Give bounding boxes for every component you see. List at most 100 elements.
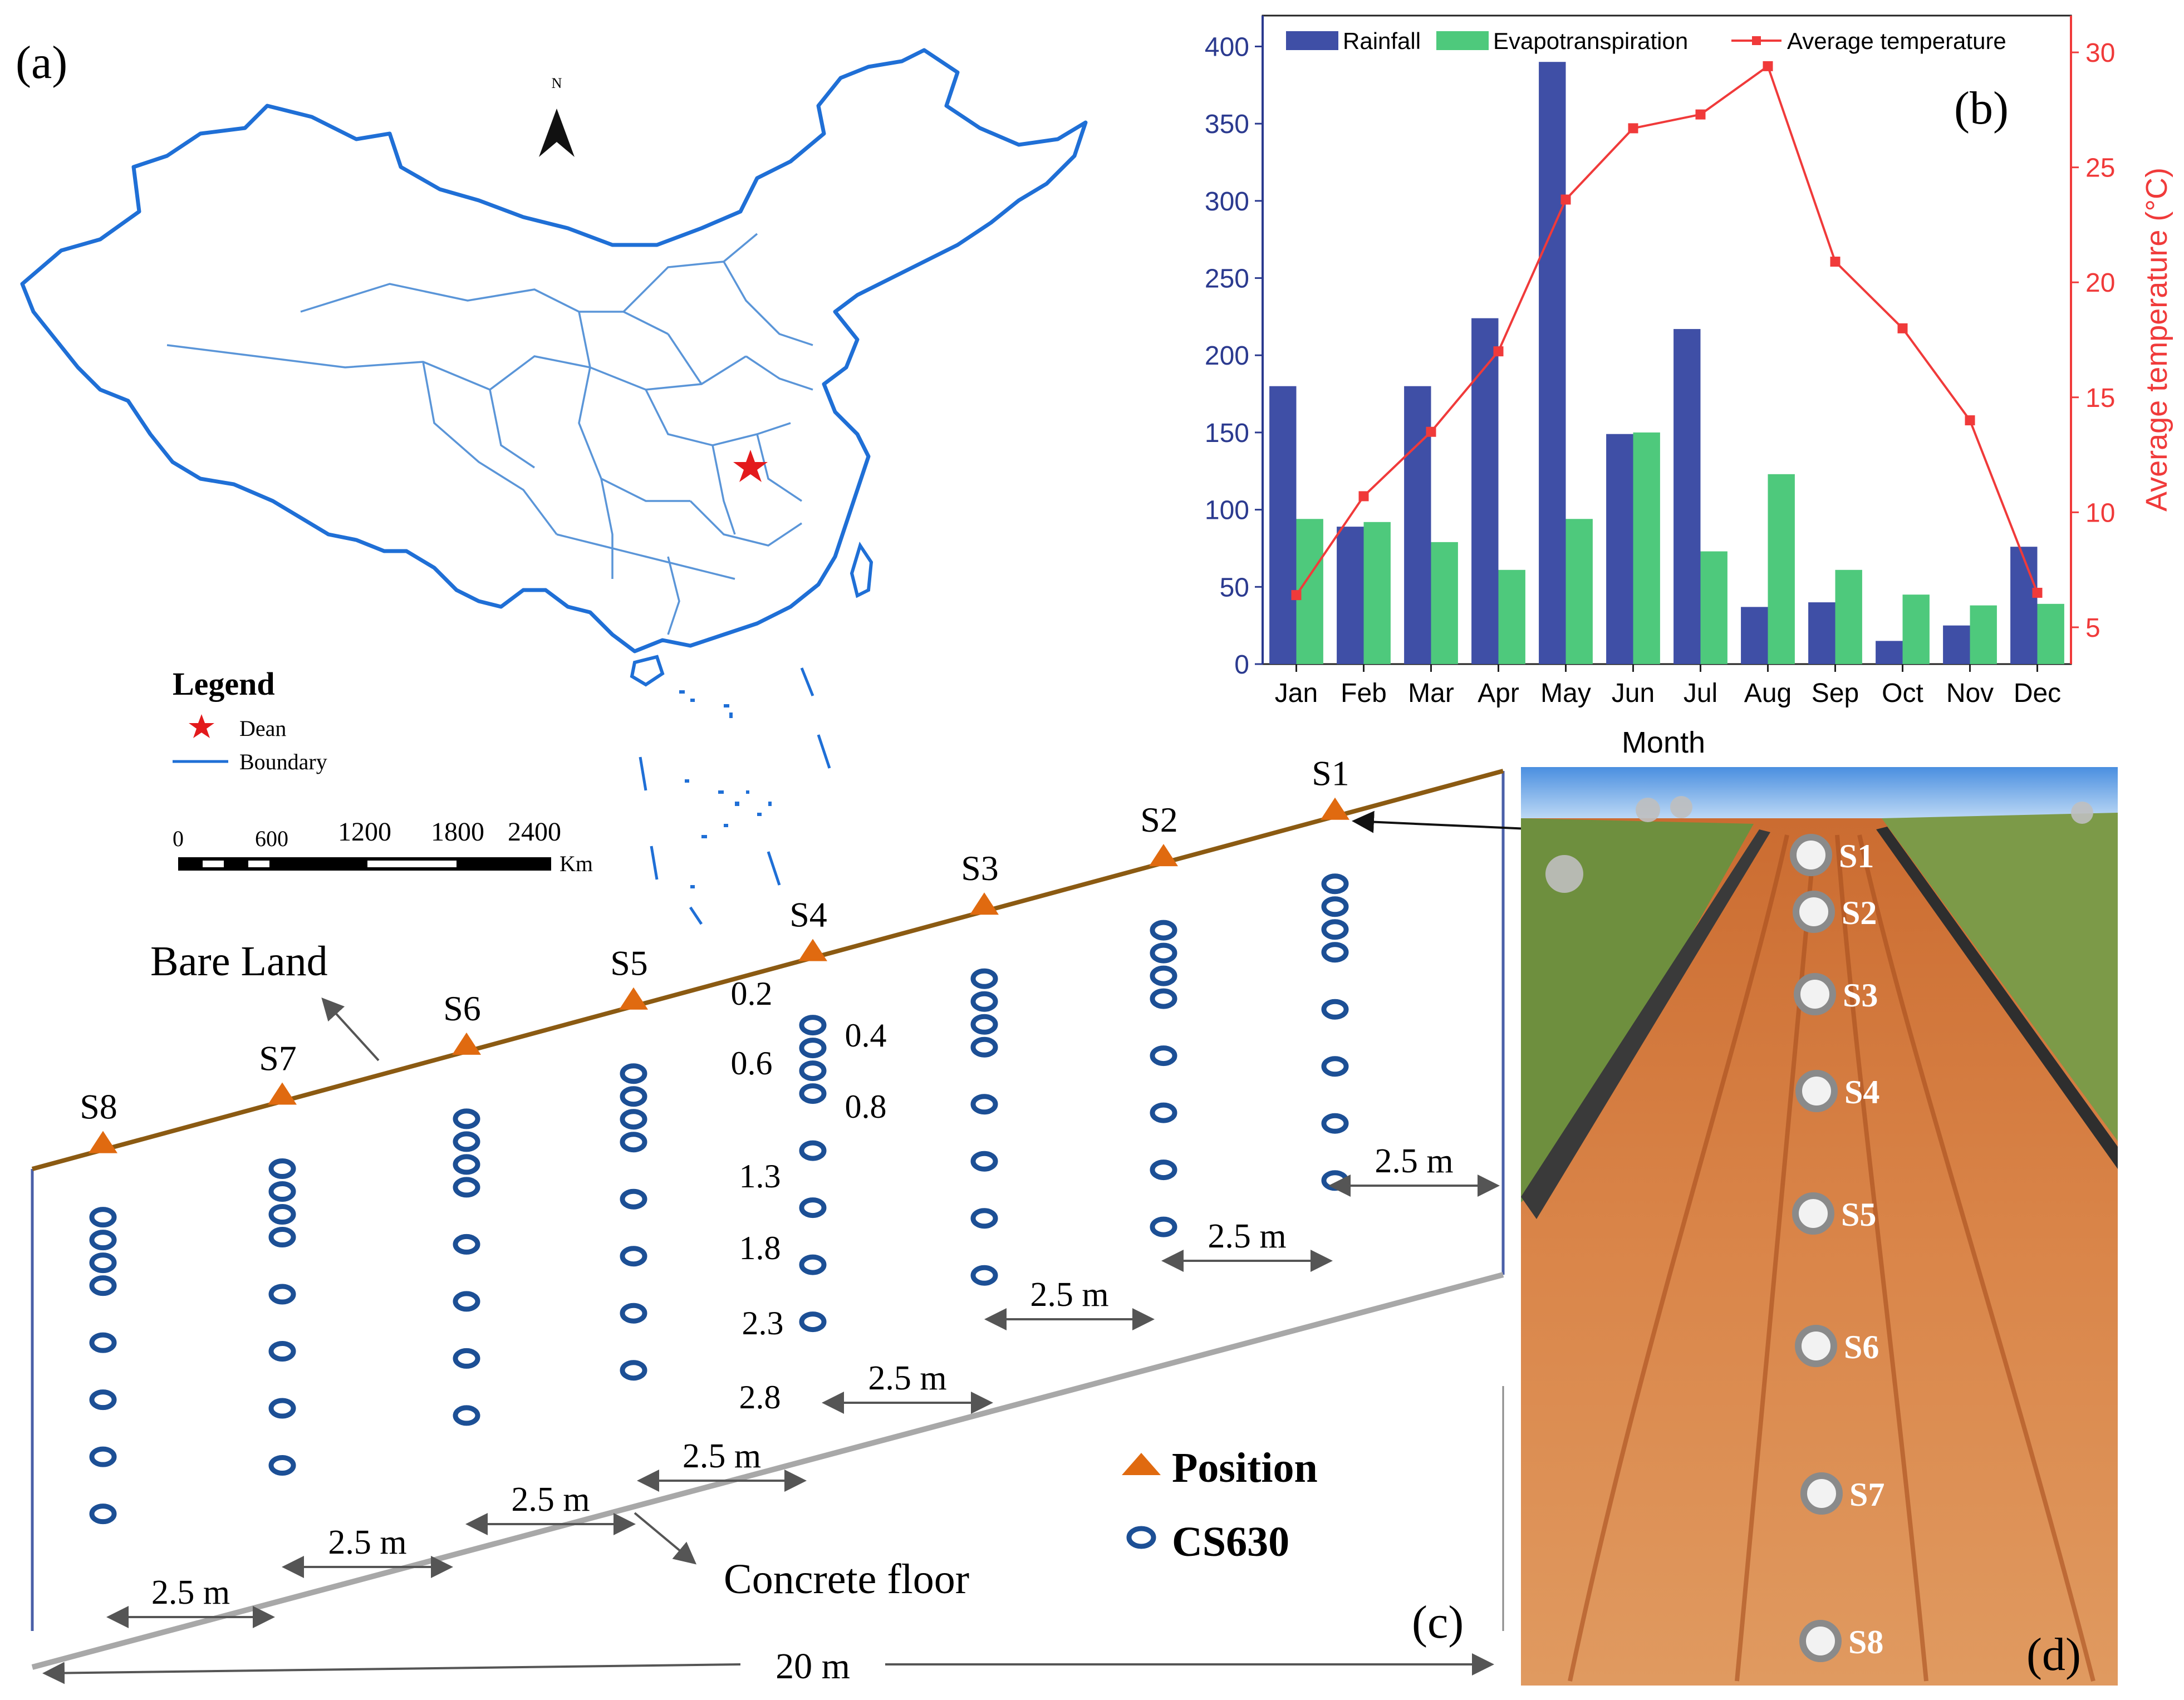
legend-evapotranspiration-label: Evapotranspiration [1493, 28, 1688, 54]
sensor-S3-2.3 [970, 1208, 998, 1229]
y-right-tick-label-20: 20 [2085, 268, 2115, 298]
bar-rainfall-Apr [1471, 318, 1499, 664]
north-label: N [552, 75, 562, 91]
bar-rainfall-Jan [1269, 386, 1297, 664]
scale-tick-2400: 2400 [508, 817, 561, 847]
photo-station-label-S3: S3 [1843, 977, 1878, 1014]
depth-label-1.3: 1.3 [739, 1158, 781, 1195]
total-length-arrow-left [42, 1662, 741, 1684]
depth-label-0.8: 0.8 [845, 1088, 887, 1125]
bar-rainfall-Sep [1808, 602, 1835, 664]
position-marker-S2 [1149, 844, 1178, 867]
photo-left-wall [1521, 829, 1770, 1219]
bar-evapotranspiration-Sep [1835, 569, 1862, 664]
sensor-S6-0.2 [453, 1108, 480, 1129]
sensor-S5-0.8 [620, 1132, 647, 1153]
sensor-S2-2.3 [1150, 1159, 1177, 1181]
panel-c-label: (c) [1412, 1596, 1464, 1648]
sensor-S2-0.2 [1150, 920, 1177, 941]
bare-land-label: Bare Land [150, 938, 328, 985]
depth-label-0.6: 0.6 [731, 1045, 773, 1082]
x-tick-label-Oct: Oct [1882, 679, 1923, 708]
sensor-S7-1.8 [268, 1340, 296, 1362]
sensor-S4-1.3 [799, 1140, 827, 1161]
sensor-S1-0.6 [1321, 919, 1349, 940]
photo-ventilators [1545, 796, 2093, 893]
sensor-S4-0.6 [799, 1060, 827, 1082]
photo-station-label-S8: S8 [1848, 1624, 1883, 1660]
sensor-S8-0.6 [89, 1252, 117, 1274]
x-tick-label-Nov: Nov [1946, 679, 1994, 708]
sensor-S6-1.8 [453, 1291, 480, 1312]
sensor-S6-0.8 [453, 1177, 480, 1198]
sensor-S3-2.8 [970, 1265, 998, 1286]
photo-grass-right [1882, 813, 2118, 1141]
spacing-label: 2.5 m [328, 1524, 406, 1561]
point-temperature-Sep [1830, 257, 1841, 267]
y-left-tick-label-300: 300 [1205, 187, 1249, 217]
sensor-S8-1.8 [89, 1389, 117, 1411]
x-tick-label-Feb: Feb [1341, 679, 1387, 708]
sensor-S8-0.2 [89, 1207, 117, 1228]
sensor-S5-1.3 [620, 1188, 647, 1210]
chart-ylabel-right: Average temperature (°C) [2140, 168, 2173, 512]
photo-sensor-marker-S4 [1795, 1070, 1838, 1112]
sensor-S5-0.4 [620, 1086, 647, 1107]
sensor-S6-2.3 [453, 1348, 480, 1369]
photo-sensor-marker-S5 [1792, 1192, 1834, 1235]
spacing-label: 2.5 m [1030, 1276, 1108, 1314]
legend-sensor-icon [1126, 1526, 1156, 1549]
north-arrow-icon [539, 109, 575, 157]
legend-position-icon [1122, 1453, 1161, 1475]
sensor-S1-0.8 [1321, 942, 1349, 963]
concrete-floor-line [31, 1272, 1504, 1670]
sensor-S7-0.8 [268, 1226, 296, 1247]
x-tick-label-Sep: Sep [1812, 679, 1859, 708]
dean-star-icon [733, 450, 768, 482]
bar-rainfall-Feb [1337, 527, 1364, 664]
position-marker-S3 [970, 892, 999, 915]
sensor-S6-2.8 [453, 1405, 480, 1426]
x-tick-label-Apr: Apr [1478, 679, 1519, 708]
photo-sky [1521, 767, 2118, 818]
concrete-floor-label: Concrete floor [724, 1556, 969, 1603]
legend-rainfall-swatch [1286, 31, 1338, 50]
legend-dean-label: Dean [239, 716, 286, 741]
y-left-tick-label-50: 50 [1220, 573, 1249, 602]
bar-rainfall-Oct [1876, 641, 1903, 664]
station-label-S4: S4 [789, 895, 827, 935]
point-temperature-Oct [1897, 323, 1908, 333]
photo-right-wall [1876, 827, 2118, 1169]
x-tick-label-Jun: Jun [1612, 679, 1655, 708]
sensor-S5-0.6 [620, 1109, 647, 1130]
x-tick-label-Jan: Jan [1275, 679, 1318, 708]
point-temperature-Apr [1493, 346, 1504, 357]
bar-evapotranspiration-Feb [1363, 522, 1391, 664]
sensor-S6-0.6 [453, 1154, 480, 1175]
panel-d-photo: (d) S1 S2 S3 S4 S5 S6 S7 S8 [1521, 767, 2118, 1686]
photo-station-label-S2: S2 [1842, 895, 1877, 931]
country-boundary [20, 48, 1088, 654]
photo-sensor-marker-S3 [1794, 973, 1836, 1015]
sensor-S2-0.8 [1150, 988, 1177, 1009]
bar-rainfall-Aug [1741, 607, 1768, 664]
depth-label-1.8: 1.8 [739, 1230, 781, 1266]
y-left-tick-label-200: 200 [1205, 341, 1249, 371]
photo-sensor-marker-S6 [1795, 1325, 1837, 1367]
concrete-floor-arrow [634, 1512, 697, 1565]
x-tick-label-Jul: Jul [1684, 679, 1717, 708]
sensor-S8-2.8 [89, 1504, 117, 1525]
nine-dash-line [639, 667, 831, 925]
province-boundaries [166, 233, 813, 635]
y-right-tick-label-25: 25 [2085, 154, 2115, 183]
x-tick-label-Dec: Dec [2014, 679, 2061, 708]
bar-evapotranspiration-Dec [2037, 603, 2064, 664]
bar-rainfall-Jul [1673, 329, 1701, 664]
spacing-label: 2.5 m [683, 1437, 761, 1475]
photo-grass-left [1521, 818, 1754, 1202]
sensor-S4-1.8 [799, 1197, 827, 1219]
station-label-S3: S3 [961, 848, 999, 888]
sensor-S8-1.3 [89, 1332, 117, 1353]
x-tick-label-Mar: Mar [1408, 679, 1454, 708]
legend-temperature-label: Average temperature [1787, 28, 2006, 54]
